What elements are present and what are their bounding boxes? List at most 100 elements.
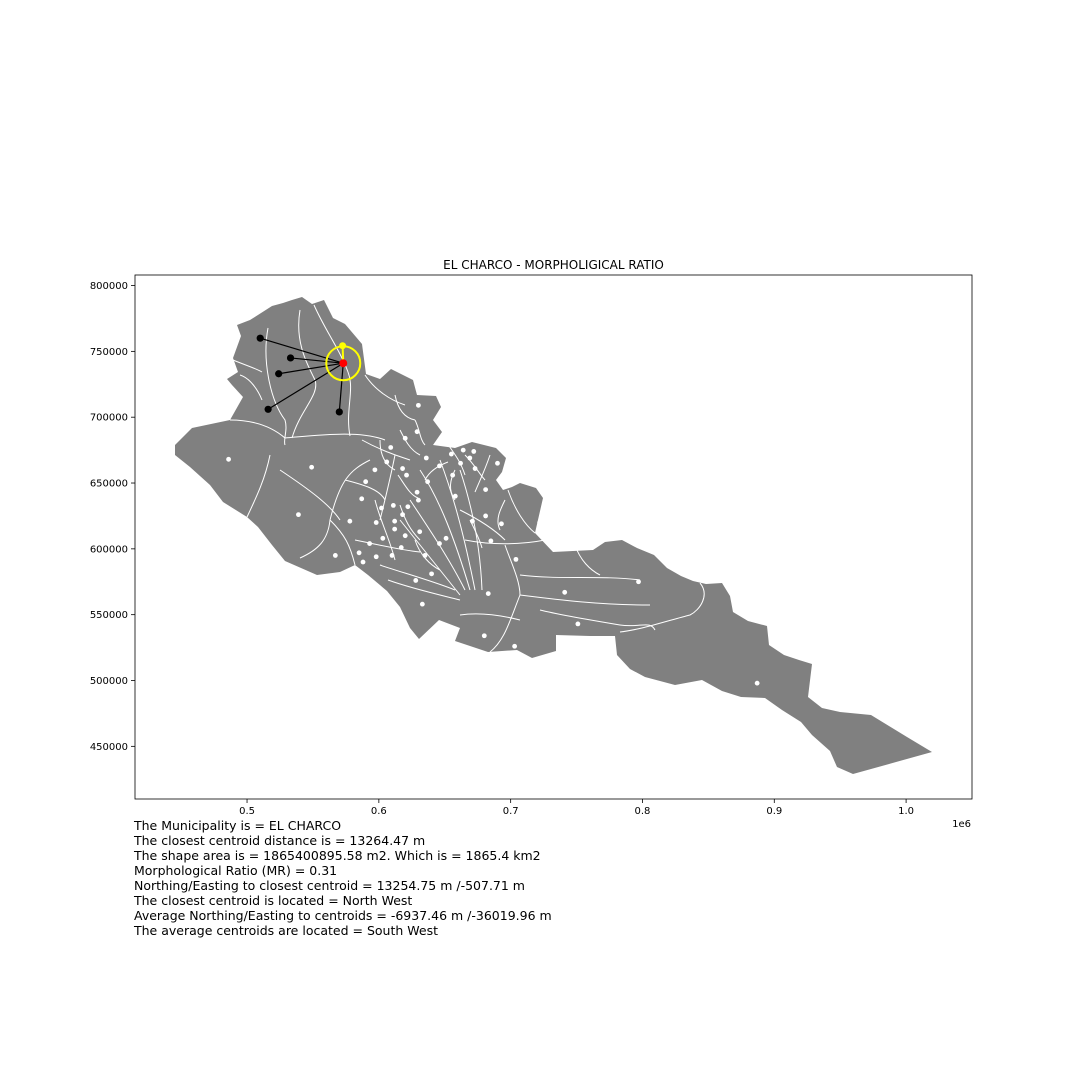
subregion-boundary [424, 461, 449, 481]
subregion-boundary [265, 327, 287, 446]
centroid-point [405, 504, 411, 510]
centroid-point [389, 553, 395, 558]
centroid-point [423, 455, 429, 461]
centroid-point [400, 466, 405, 471]
subregion-boundary [507, 489, 536, 534]
neighbor-centroid-point [275, 370, 283, 378]
centroid-point [472, 466, 478, 471]
centroid-link [290, 357, 344, 364]
centroid-point [392, 526, 398, 532]
x-axis-ticks: 0.5 0.6 0.7 0.8 0.9 1.0 [239, 799, 914, 817]
centroid-point [417, 529, 423, 535]
centroid-point [437, 541, 442, 546]
y-tick-label: 500000 [90, 676, 128, 687]
centroid-point [413, 578, 419, 583]
y-tick-label: 450000 [90, 742, 128, 753]
subregion-boundary [229, 419, 286, 439]
centroid-point [470, 518, 475, 524]
subregion-boundary [284, 433, 386, 441]
result-line: Morphological Ratio (MR) = 0.31 [134, 863, 338, 878]
centroid-point [485, 591, 491, 597]
centroid-point [363, 479, 369, 485]
centroid-point [367, 541, 373, 546]
subregion-boundary [489, 594, 521, 653]
y-tick-label: 750000 [90, 347, 128, 358]
subregion-boundary [539, 609, 656, 631]
subregion-boundary [313, 304, 352, 437]
centroid-point [425, 479, 431, 485]
y-tick-label: 800000 [90, 281, 128, 292]
centroid-point [226, 456, 231, 462]
centroid-point [575, 621, 581, 627]
subregion-boundary [464, 539, 546, 545]
centroid-point [400, 512, 405, 518]
subregion-boundary [239, 374, 263, 401]
centroid-point [402, 435, 408, 441]
centroid-link [260, 337, 344, 364]
centroid-point [429, 571, 434, 577]
centroid-point [448, 451, 454, 457]
centroid-point [373, 520, 379, 525]
subregion-boundary [444, 439, 466, 476]
neighbor-centroid-point [335, 408, 343, 416]
subregion-boundary [459, 613, 521, 621]
subregion-boundary [459, 509, 506, 541]
results-summary: The Municipality is = EL CHARCO The close… [134, 818, 834, 938]
centroid-link [278, 362, 344, 375]
subregion-boundary [344, 479, 386, 501]
y-axis-ticks: 800000 750000 700000 650000 600000 550000 5000… [90, 281, 135, 753]
subregion-boundary [397, 474, 419, 499]
neighbor-centroid-point [256, 334, 264, 342]
x-tick-label: 0.8 [635, 806, 651, 817]
subregion-boundary [361, 439, 411, 461]
result-line: The closest centroid is located = North … [134, 893, 413, 908]
centroid-point [373, 554, 379, 560]
centroid-point [499, 521, 504, 527]
municipality-shape [175, 297, 932, 774]
subregion-boundary [329, 519, 356, 566]
subregion-boundary [232, 359, 263, 373]
neighbor-centroid-point [286, 354, 295, 362]
centroid-point [419, 601, 425, 607]
subregion-boundary [399, 519, 461, 596]
y-tick-label: 700000 [90, 413, 128, 424]
centroid-point [636, 579, 641, 585]
centroid-point [356, 550, 362, 556]
centroid-point [347, 518, 353, 524]
y-tick-label: 550000 [90, 610, 128, 621]
result-line: Northing/Easting to closest centroid = 1… [134, 878, 525, 893]
subregion-boundary [299, 459, 371, 559]
y-tick-label: 600000 [90, 544, 128, 555]
other-centroids [226, 402, 760, 686]
x-tick-label: 1.0 [898, 806, 914, 817]
subregion-boundary [379, 439, 396, 471]
subregion-boundary [497, 499, 506, 531]
centroid-point [562, 589, 568, 595]
x-tick-label: 0.6 [371, 806, 387, 817]
subregion-boundary [379, 564, 456, 591]
x-tick-label: 0.9 [766, 806, 782, 817]
centroid-point [332, 553, 338, 558]
centroid-point [398, 545, 404, 550]
subregion-boundary [414, 419, 426, 446]
centroid-point [481, 633, 487, 639]
centroid-point [443, 535, 449, 541]
subregion-boundary [519, 594, 651, 606]
centroid-point [488, 538, 494, 544]
centroid-point [309, 464, 315, 470]
map-layer [175, 297, 932, 774]
centroid-point [296, 512, 301, 518]
result-line: The closest centroid distance is = 13264… [134, 833, 426, 848]
centroid-point [388, 445, 394, 450]
centroid-point [372, 467, 378, 473]
subregion-boundary [619, 582, 705, 633]
closest-centroid-marker [339, 342, 347, 350]
centroid-point [415, 402, 421, 408]
centroid-point [414, 429, 420, 435]
map-axes: 0.5 0.6 0.7 0.8 0.9 1.0 800000 750000 700000 650… [90, 274, 973, 830]
centroid-point [380, 535, 386, 541]
centroid-point [390, 503, 396, 508]
centroid-point [450, 472, 456, 478]
centroid-point [754, 680, 760, 686]
